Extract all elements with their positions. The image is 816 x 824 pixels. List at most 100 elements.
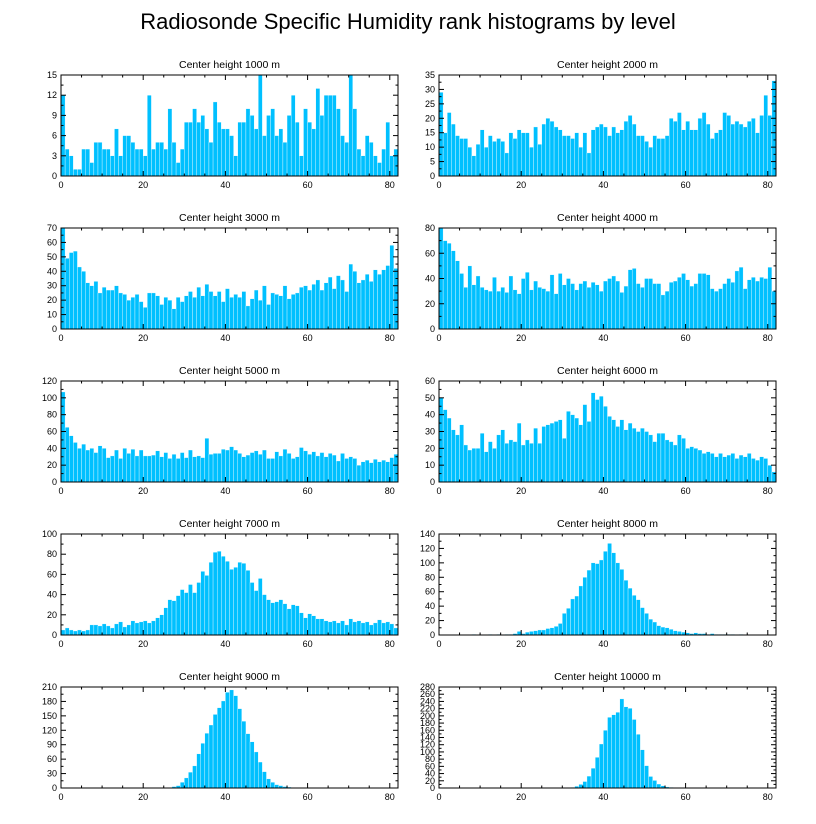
bar xyxy=(594,284,600,330)
bar xyxy=(93,142,99,177)
bar xyxy=(697,449,703,483)
bar xyxy=(603,406,608,483)
bar xyxy=(81,148,86,177)
bar xyxy=(500,287,505,330)
bar xyxy=(627,422,633,483)
bar xyxy=(574,289,579,330)
bar xyxy=(541,123,547,177)
y-tick-label: 10 xyxy=(47,310,57,320)
bar xyxy=(212,714,218,789)
bar xyxy=(192,456,197,483)
x-axis: 0 20 40 60 80 xyxy=(58,687,395,802)
bar xyxy=(360,622,366,636)
bar xyxy=(558,623,563,636)
bar xyxy=(738,454,744,483)
bar xyxy=(167,599,173,636)
y-tick-label: 0 xyxy=(52,783,57,793)
y-axis: 0 30 60 90 120 150 180 210 xyxy=(42,682,398,793)
bar xyxy=(212,101,218,177)
bar xyxy=(451,123,456,177)
bar xyxy=(118,458,123,483)
bar-series xyxy=(438,392,777,483)
bar xyxy=(705,274,711,330)
bar xyxy=(192,765,197,789)
bar xyxy=(455,260,460,330)
bar xyxy=(204,575,210,636)
bar xyxy=(738,123,744,177)
bar xyxy=(208,562,214,636)
bar xyxy=(212,453,218,483)
bar xyxy=(163,148,169,177)
x-tick-label: 60 xyxy=(303,486,313,496)
bar xyxy=(138,621,144,636)
bar xyxy=(311,128,316,177)
y-axis: 0 5 10 15 20 25 30 35 xyxy=(425,70,776,181)
x-tick-label: 40 xyxy=(220,180,230,190)
bar xyxy=(101,286,107,330)
bar xyxy=(660,433,666,483)
x-axis: 0 20 40 60 80 xyxy=(58,381,395,496)
bar xyxy=(734,458,740,483)
bar xyxy=(393,454,399,483)
bar xyxy=(484,451,489,483)
panel-1: Center height 1000 m 0 20 40 60 80 0 3 6 9 12 15 xyxy=(47,59,399,190)
bar xyxy=(664,627,670,636)
bar xyxy=(545,628,551,636)
bar xyxy=(599,559,604,636)
bar xyxy=(89,285,95,330)
bar xyxy=(77,448,82,483)
bar xyxy=(114,285,119,330)
bar xyxy=(340,453,345,483)
bar xyxy=(599,743,604,789)
y-tick-label: 40 xyxy=(425,274,435,284)
bar xyxy=(348,74,353,177)
bar xyxy=(229,135,234,177)
bar xyxy=(566,411,571,483)
bar xyxy=(451,429,456,483)
y-tick-label: 0 xyxy=(430,630,435,640)
bar xyxy=(607,717,612,789)
bar xyxy=(689,446,694,483)
y-tick-label: 180 xyxy=(42,696,57,706)
bar xyxy=(492,277,497,330)
bar xyxy=(578,146,584,177)
bar xyxy=(369,142,374,177)
bar xyxy=(759,456,764,483)
bar xyxy=(673,280,678,330)
bar xyxy=(627,708,633,789)
bar xyxy=(85,629,90,636)
bar xyxy=(196,753,201,789)
bar xyxy=(607,416,612,483)
bar xyxy=(549,627,555,636)
bar xyxy=(496,138,501,177)
bar xyxy=(562,135,567,177)
bar xyxy=(97,445,103,483)
bar xyxy=(562,613,567,636)
bar xyxy=(369,624,374,636)
y-tick-label: 80 xyxy=(47,410,57,420)
y-tick-label: 20 xyxy=(425,776,435,786)
bar xyxy=(496,290,501,330)
bar xyxy=(319,289,325,330)
x-tick-label: 40 xyxy=(598,792,608,802)
bar xyxy=(747,453,752,483)
panel-title: Center height 10000 m xyxy=(554,671,661,683)
bar xyxy=(631,719,637,789)
bar xyxy=(668,629,674,636)
bar xyxy=(553,293,559,330)
bar xyxy=(101,448,107,483)
bar xyxy=(208,724,214,789)
bar xyxy=(549,422,555,483)
x-axis: 0 20 40 60 80 xyxy=(58,75,395,190)
bar xyxy=(677,631,682,636)
bar xyxy=(455,434,460,483)
bar xyxy=(249,582,255,636)
bar xyxy=(508,439,514,483)
bar xyxy=(278,295,284,330)
bar xyxy=(171,308,177,330)
bar xyxy=(73,250,78,330)
bar xyxy=(97,625,103,636)
bar xyxy=(763,458,768,483)
bar xyxy=(69,435,74,483)
